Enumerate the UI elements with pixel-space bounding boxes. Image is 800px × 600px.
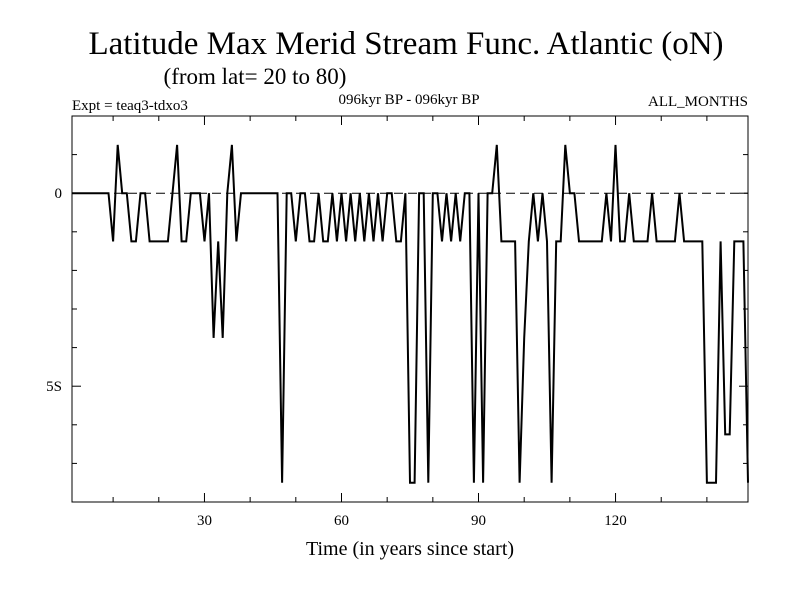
x-tick-label: 90	[471, 513, 486, 529]
x-tick-label: 60	[334, 513, 349, 529]
series-line	[72, 144, 749, 484]
x-axis-label: Time (in years since start)	[306, 538, 514, 560]
x-tick-label: 30	[197, 513, 212, 529]
x-tick-label: 120	[604, 513, 627, 529]
chart-title: Latitude Max Merid Stream Func. Atlantic…	[88, 26, 723, 62]
chart-subtitle: (from lat= 20 to 80)	[164, 64, 347, 89]
x-axis: 30 60 90 120	[112, 116, 708, 529]
y-tick-label: 5S	[46, 379, 62, 395]
period-label: 096kyr BP - 096kyr BP	[338, 92, 479, 108]
y-tick-label: 0	[55, 186, 63, 202]
experiment-label: Expt = teaq3-tdxo3	[72, 98, 188, 114]
plot-frame	[71, 115, 749, 503]
months-label: ALL_MONTHS	[648, 94, 748, 110]
y-axis: 0 5S	[46, 154, 748, 464]
